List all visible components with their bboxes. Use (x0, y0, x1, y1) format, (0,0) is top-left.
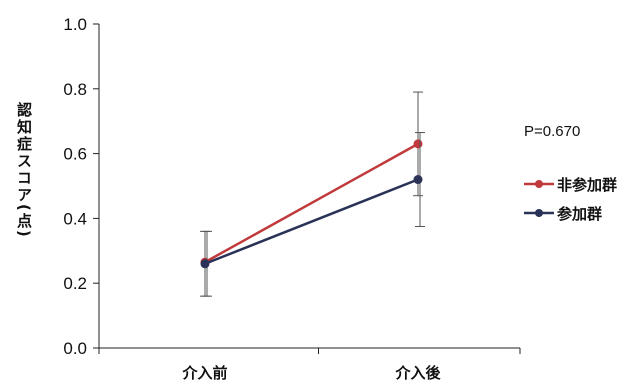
data-point (413, 175, 423, 185)
legend-item: 参加群 (524, 205, 602, 223)
y-tick-label: 0.8 (63, 80, 87, 99)
p-value-annotation: P=0.670 (524, 123, 580, 140)
legend-item: 非参加群 (524, 176, 617, 194)
series-line (204, 142, 419, 264)
x-tick-label: 介入前 (181, 364, 227, 382)
legend-label: 参加群 (557, 205, 602, 223)
legend-marker (535, 209, 543, 217)
y-ticks: 0.0 0.2 0.4 0.6 0.8 1.0 (63, 15, 99, 358)
legend-marker (535, 180, 543, 188)
y-tick-label: 0.0 (63, 339, 87, 358)
legend-label: 非参加群 (557, 176, 617, 194)
y-axis-label: 認知症スコア(点) (15, 101, 33, 239)
y-tick-label: 0.2 (63, 274, 87, 293)
x-ticks: 介入前 介入後 (98, 348, 521, 382)
data-point (413, 139, 423, 149)
series-line (204, 178, 419, 265)
axes (98, 24, 520, 349)
series-non-participant (200, 91, 423, 297)
x-tick-label: 介入後 (394, 364, 441, 382)
data-point (200, 259, 210, 269)
y-tick-label: 1.0 (63, 15, 87, 34)
y-tick-label: 0.6 (63, 145, 87, 164)
series-layer (200, 91, 425, 297)
y-tick-label: 0.4 (63, 209, 87, 228)
series-participant (200, 132, 425, 297)
